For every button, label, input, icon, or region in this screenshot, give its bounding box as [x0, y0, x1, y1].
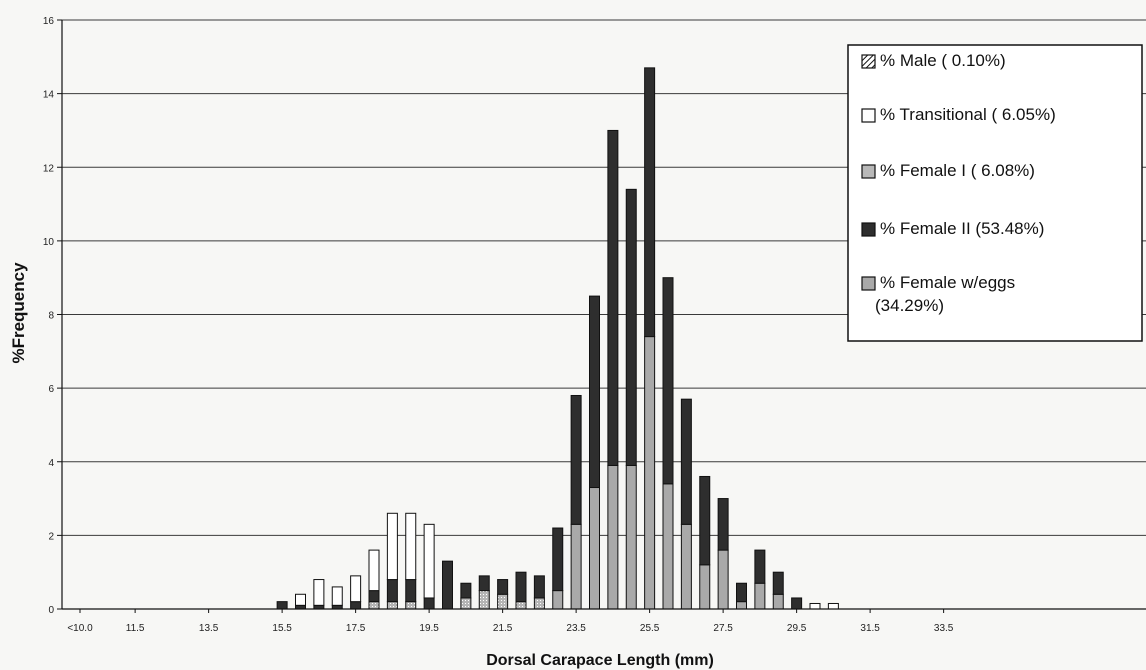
x-tick-label: 29.5 [787, 623, 807, 634]
x-tick-label: 21.5 [493, 623, 513, 634]
bar-segment [460, 597, 472, 610]
axes-layer: 0 2 4 6 8 10 12 14 16 <10.0 11.5 13.5 15.5 17.5 19.5 21… [43, 16, 1146, 634]
bar-segment [276, 601, 288, 610]
bar-segment [570, 523, 582, 610]
bar-segment [717, 498, 729, 551]
bar-segment [533, 575, 545, 599]
x-tick-label: 31.5 [860, 623, 880, 634]
bar-segment [350, 601, 362, 610]
bar-segment [460, 582, 472, 599]
bar-segment [717, 549, 729, 610]
legend-label: % Transitional ( 6.05%) [880, 105, 1056, 124]
bar-segment [368, 549, 380, 592]
bar-segment [662, 277, 674, 485]
x-tick-label: 13.5 [199, 623, 219, 634]
bar-segment [736, 601, 747, 610]
y-tick-label: 2 [48, 531, 54, 542]
bar-segment [644, 67, 656, 338]
legend-label: % Male ( 0.10%) [880, 51, 1006, 70]
bar-segment [295, 593, 306, 606]
bar-segment [497, 593, 509, 610]
bar-segment [405, 579, 417, 603]
bar-segment [754, 549, 766, 584]
y-tick-label: 14 [43, 90, 55, 101]
x-tick-label: 27.5 [713, 623, 733, 634]
bar-segment [368, 590, 380, 603]
legend-swatch [861, 164, 876, 179]
bar-segment [423, 523, 435, 599]
bar-segment [827, 602, 839, 610]
legend-swatch [861, 54, 876, 69]
bar-segment [497, 579, 509, 595]
legend-swatch [861, 276, 876, 291]
bar-segment [386, 601, 398, 610]
legend-label: % Female w/eggs [880, 273, 1015, 292]
bars-layer [276, 67, 839, 610]
bar-segment [589, 487, 600, 610]
legend-box [847, 44, 1143, 342]
bar-segment [350, 575, 362, 603]
y-tick-label: 4 [48, 458, 54, 469]
bar-segment [680, 398, 692, 525]
y-tick-label: 12 [43, 163, 55, 174]
bar-segment [478, 575, 490, 592]
legend-swatch [861, 222, 876, 237]
x-tick-label: 23.5 [566, 623, 586, 634]
y-tick-label: 10 [43, 237, 55, 248]
x-tick-label: <10.0 [67, 623, 93, 634]
bar-segment [699, 475, 711, 566]
bar-segment [662, 483, 674, 610]
bar-segment [405, 601, 417, 610]
bar-segment [772, 593, 784, 610]
legend-label: % Female II (53.48%) [880, 219, 1044, 238]
bar-segment [754, 582, 766, 610]
y-tick-label: 0 [48, 605, 54, 616]
bar-segment [552, 527, 564, 592]
bar-segment [423, 597, 435, 610]
bar-segment [680, 523, 692, 610]
bar-segment [405, 512, 417, 581]
bar-segment [644, 336, 656, 610]
bar-segment [625, 188, 637, 466]
bar-segment [699, 564, 711, 610]
bar-segment [313, 579, 325, 606]
bar-segment [791, 597, 803, 610]
bar-segment [515, 571, 527, 603]
legend: % Male ( 0.10%) % Transitional ( 6.05%) % … [847, 44, 1143, 342]
bar-segment [478, 590, 490, 610]
legend-label: % Female I ( 6.08%) [880, 161, 1035, 180]
y-tick-label: 16 [43, 16, 55, 27]
bar-segment [607, 129, 619, 466]
bar-segment [809, 602, 821, 610]
bar-segment [607, 464, 619, 610]
bar-segment [736, 582, 747, 603]
bar-segment [386, 512, 398, 581]
bar-segment [589, 295, 600, 489]
bar-segment [570, 394, 582, 525]
y-axis-title: %Frequency [9, 262, 28, 364]
bar-segment [386, 579, 398, 603]
legend-swatch [861, 108, 876, 123]
x-axis-title: Dorsal Carapace Length (mm) [486, 652, 714, 669]
bar-segment [772, 571, 784, 595]
x-tick-label: 11.5 [126, 623, 145, 634]
legend-label-cont: (34.29%) [875, 296, 944, 315]
bar-segment [331, 586, 343, 606]
bar-segment [442, 560, 453, 610]
bar-segment [515, 601, 527, 610]
bar-segment [552, 590, 564, 610]
x-tick-label: 25.5 [640, 623, 660, 634]
bar-segment [533, 597, 545, 610]
grid-layer [62, 19, 1146, 536]
bar-segment [625, 464, 637, 610]
x-tick-label: 17.5 [346, 623, 366, 634]
x-tick-label: 19.5 [419, 623, 439, 634]
x-tick-label: 33.5 [934, 623, 954, 634]
y-tick-label: 6 [48, 384, 54, 395]
x-tick-label: 15.5 [272, 623, 292, 634]
bar-segment [368, 601, 380, 610]
y-tick-label: 8 [48, 311, 54, 322]
